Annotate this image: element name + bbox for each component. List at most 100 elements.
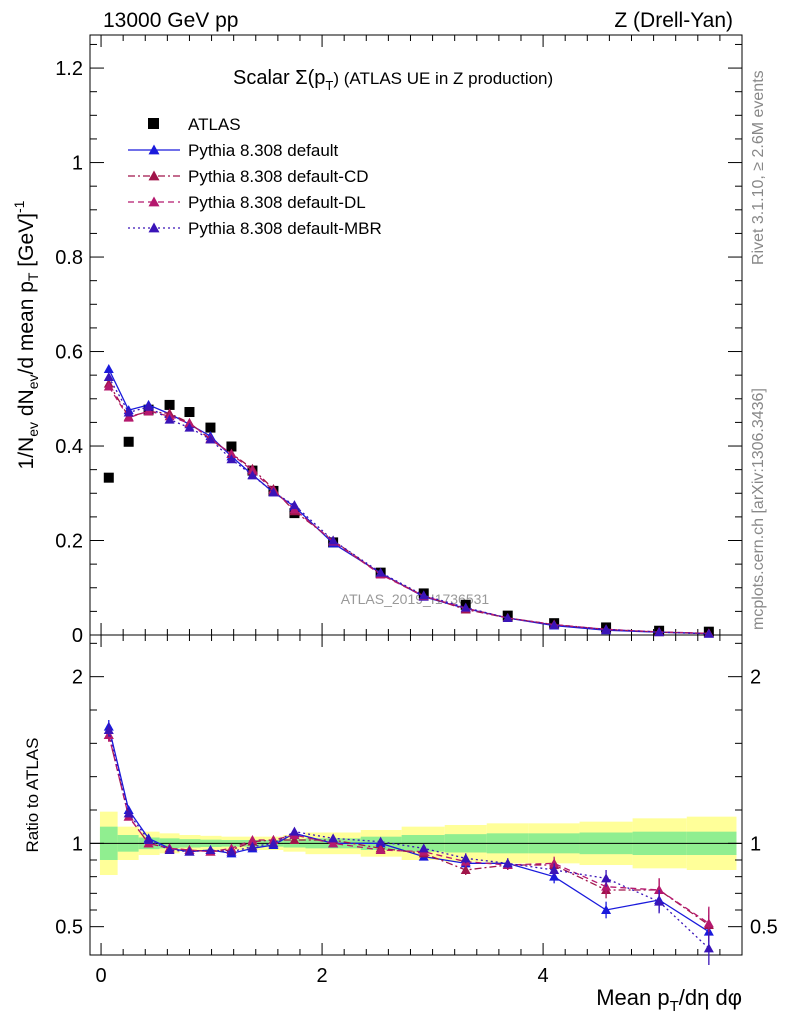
main-series-marker: [123, 412, 134, 422]
rivet-side-label: Rivet 3.1.10, ≥ 2.6M events: [750, 70, 767, 265]
main-series-4: [103, 372, 714, 638]
main-series-marker: [502, 612, 513, 622]
atlas-data-point: [164, 399, 175, 410]
ratio-series-marker: [328, 833, 339, 843]
title-sub: T: [325, 78, 333, 93]
x-axis-title: Mean pT/dη dφ: [596, 985, 742, 1015]
main-y-tick-label: 0.6: [55, 342, 83, 364]
ratio-series-marker: [654, 896, 665, 906]
legend-label: Pythia 8.308 default-MBR: [188, 219, 382, 238]
ratio-series-marker: [184, 846, 195, 856]
atlas-data-point: [103, 472, 114, 483]
legend-marker: [148, 170, 160, 181]
header-left-label: 13000 GeV pp: [103, 9, 238, 32]
atlas-data-point: [205, 422, 216, 433]
main-series-marker: [268, 487, 279, 497]
ratio-series-marker: [247, 841, 258, 851]
main-y-tick-label: 1.2: [55, 58, 83, 80]
main-y-tick-label: 1: [72, 153, 83, 175]
ratio-series-marker: [103, 725, 114, 734]
main-series-marker: [289, 500, 300, 510]
main-series-marker: [103, 381, 114, 391]
legend-label: Pythia 8.308 default-DL: [188, 193, 366, 212]
ratio-series-marker: [205, 845, 216, 854]
ratio-series-marker: [703, 918, 714, 928]
title-rest: ) (ATLAS UE in Z production): [333, 69, 553, 88]
main-title: Scalar Σ(pT) (ATLAS UE in Z production): [233, 67, 553, 93]
main-series-marker: [226, 454, 237, 464]
legend-marker: [148, 222, 160, 233]
legend-label: Pythia 8.308 default: [188, 141, 339, 160]
main-series-marker: [103, 364, 114, 374]
ratio-series-marker: [247, 835, 258, 844]
ratio-series-marker: [289, 835, 300, 844]
ratio-bands: [90, 811, 742, 875]
main-series-marker: [375, 567, 386, 577]
svg-text:1/Nev dNev/d mean pT [GeV]-1: 1/Nev dNev/d mean pT [GeV]-1: [11, 200, 41, 469]
ratio-panel-frame: [89, 634, 743, 956]
ratio-series-marker: [328, 838, 339, 848]
ratio-y-tick-label-left: 2: [72, 667, 83, 689]
legend-marker: [148, 144, 160, 155]
main-series-marker: [601, 624, 612, 634]
title-main: Scalar Σ(p: [233, 67, 325, 89]
ratio-series-marker: [703, 943, 714, 953]
main-series-marker: [164, 414, 175, 424]
ratio-series-marker: [418, 843, 429, 853]
ratio-series-marker: [289, 826, 300, 836]
legend-marker: [148, 196, 160, 207]
main-series-marker: [226, 449, 237, 459]
main-series-marker: [549, 620, 560, 630]
header-right-label: Z (Drell-Yan): [614, 9, 733, 32]
main-y-tick-label: 0.2: [55, 531, 83, 553]
main-series-marker: [123, 407, 134, 417]
ratio-series-marker: [226, 846, 237, 856]
main-series-marker: [418, 590, 429, 600]
ratio-series-marker: [375, 845, 386, 854]
main-series-marker: [143, 401, 154, 411]
main-y-axis-title: 1/Nev dNev/d mean pT [GeV]-1: [11, 200, 41, 469]
ratio-series-marker: [654, 885, 665, 894]
main-y-tick-label: 0.4: [55, 436, 83, 458]
ratio-y-tick-label-left: 1: [72, 833, 83, 855]
ratio-series-marker: [123, 808, 134, 818]
atlas-data-point: [123, 436, 134, 447]
main-series-marker: [184, 422, 195, 432]
ratio-y-tick-label-right: 1: [750, 833, 761, 855]
x-tick-label: 2: [317, 965, 328, 987]
atlas-data-point: [184, 407, 195, 418]
ratio-series-marker: [502, 858, 513, 868]
ratio-series-marker: [601, 873, 612, 883]
ratio-series-marker: [143, 835, 154, 844]
ratio-series-marker: [549, 865, 560, 874]
legend-marker-atlas: [148, 118, 159, 129]
x-tick-label: 4: [538, 965, 549, 987]
ratio-y-axis-title: Ratio to ATLAS: [23, 738, 42, 853]
main-series: [103, 364, 714, 638]
main-series-marker: [205, 434, 216, 444]
atlas-data-point: [226, 441, 237, 452]
ratio-series-marker: [549, 858, 560, 868]
ratio-y-tick-label-left: 0.5: [55, 917, 83, 939]
mcplots-side-label: mcplots.cern.ch [arXiv:1306.3436]: [750, 388, 767, 630]
main-series-marker: [103, 372, 114, 382]
ratio-y-tick-label-right: 2: [750, 667, 761, 689]
ratio-series-marker: [601, 905, 612, 914]
main-y-tick-label: 0.8: [55, 247, 83, 269]
main-series-marker: [460, 602, 471, 612]
ratio-series-marker: [268, 838, 279, 848]
legend: ATLAS Pythia 8.308 default Pythia 8.308 de…: [128, 115, 382, 238]
main-series-marker: [247, 470, 258, 480]
ratio-series-3: [103, 723, 714, 965]
ratio-series-marker: [460, 865, 471, 874]
legend-label: Pythia 8.308 default-CD: [188, 167, 369, 186]
legend-label: ATLAS: [188, 115, 241, 134]
main-y-tick-label: 0: [72, 625, 83, 647]
ratio-series: [103, 720, 714, 965]
x-tick-label: 0: [95, 965, 106, 987]
axis-ticks: 0 2 4 0 0.2 0.4 0.6 0.8 1 1.2 0.5 0.5 1 1 2 2: [55, 35, 778, 987]
main-series-marker: [247, 465, 258, 475]
ratio-series-marker: [460, 853, 471, 863]
main-series-marker: [328, 535, 339, 545]
